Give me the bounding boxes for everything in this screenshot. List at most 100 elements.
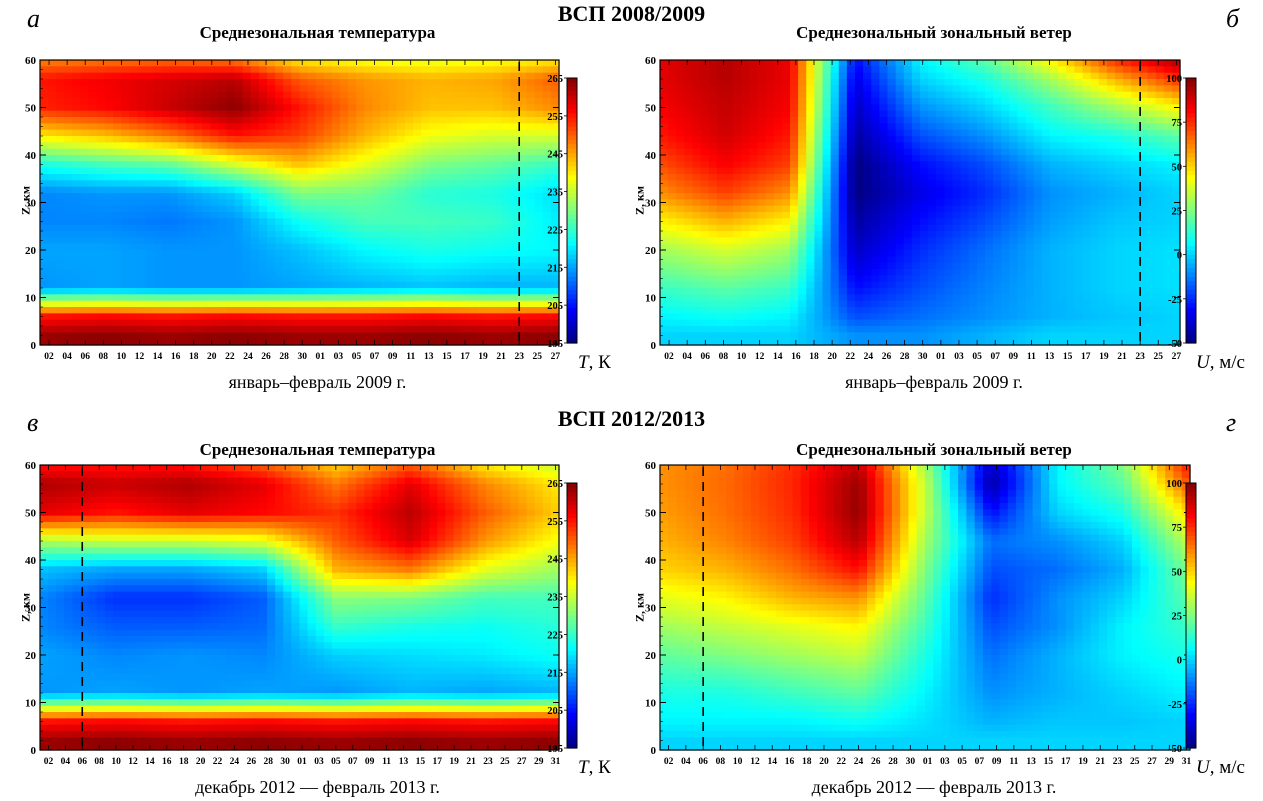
heatmap-cell bbox=[437, 98, 447, 105]
heatmap-cell bbox=[806, 231, 815, 238]
heatmap-cell bbox=[104, 186, 114, 194]
heatmap-cell bbox=[773, 85, 783, 93]
heatmap-cell bbox=[879, 294, 889, 302]
heatmap-cell bbox=[668, 155, 677, 162]
heatmap-cell bbox=[660, 269, 669, 276]
heatmap-cell bbox=[903, 326, 913, 333]
heatmap-cell bbox=[502, 262, 511, 270]
heatmap-cell bbox=[348, 288, 357, 295]
heatmap-cell bbox=[112, 72, 122, 80]
heatmap-cell bbox=[526, 161, 536, 169]
heatmap-cell bbox=[830, 142, 840, 150]
heatmap-cell bbox=[323, 123, 333, 131]
colorbar-b-unit: U, м/с bbox=[1196, 352, 1245, 373]
colorbar-tick-label: 265 bbox=[547, 74, 563, 85]
heatmap-cell bbox=[161, 218, 171, 226]
heatmap-cell bbox=[348, 136, 357, 143]
heatmap-cell bbox=[299, 136, 309, 143]
heatmap-cell bbox=[911, 85, 921, 93]
colorbar-segment bbox=[567, 338, 577, 344]
heatmap-cell bbox=[668, 136, 677, 143]
heatmap-cell bbox=[887, 60, 897, 67]
heatmap-cell bbox=[258, 256, 268, 264]
heatmap-cell bbox=[372, 167, 382, 175]
heatmap-cell bbox=[307, 275, 317, 283]
heatmap-cell bbox=[822, 269, 832, 276]
heatmap-cell bbox=[429, 98, 438, 105]
heatmap-cell bbox=[486, 123, 495, 131]
heatmap-cell bbox=[806, 288, 815, 295]
heatmap-cell bbox=[267, 186, 276, 194]
heatmap-cell bbox=[356, 104, 365, 112]
heatmap-cell bbox=[104, 148, 114, 156]
heatmap-cell bbox=[364, 281, 374, 289]
heatmap-cell bbox=[871, 161, 880, 169]
heatmap-cell bbox=[161, 180, 171, 188]
heatmap-cell bbox=[863, 142, 872, 150]
heatmap-cell bbox=[364, 123, 374, 131]
heatmap-cell bbox=[364, 332, 374, 340]
heatmap-cell bbox=[846, 332, 856, 340]
heatmap-cell bbox=[741, 117, 750, 124]
heatmap-cell bbox=[364, 186, 374, 194]
heatmap-cell bbox=[486, 110, 495, 118]
heatmap-cell bbox=[676, 167, 685, 175]
y-tick-label: 10 bbox=[25, 293, 37, 305]
heatmap-cell bbox=[299, 326, 309, 333]
heatmap-cell bbox=[928, 129, 937, 137]
heatmap-cell bbox=[700, 256, 710, 264]
heatmap-cell bbox=[692, 155, 702, 162]
heatmap-cell bbox=[502, 148, 511, 156]
heatmap-cell bbox=[137, 199, 147, 207]
heatmap-cell bbox=[790, 294, 799, 302]
heatmap-cell bbox=[88, 338, 98, 346]
heatmap-cell bbox=[863, 294, 872, 302]
heatmap-cell bbox=[356, 123, 365, 131]
heatmap-cell bbox=[331, 60, 341, 67]
heatmap-cell bbox=[502, 281, 511, 289]
heatmap-cell bbox=[985, 155, 994, 162]
colorbar-segment bbox=[567, 281, 577, 287]
heatmap-cell bbox=[976, 123, 986, 131]
heatmap-cell bbox=[356, 79, 365, 86]
heatmap-cell bbox=[161, 174, 171, 181]
heatmap-cell bbox=[708, 66, 718, 74]
heatmap-cell bbox=[526, 85, 536, 93]
heatmap-cell bbox=[822, 307, 832, 314]
heatmap-cell bbox=[668, 332, 677, 340]
heatmap-cell bbox=[194, 243, 203, 251]
heatmap-cell bbox=[234, 155, 244, 162]
heatmap-cell bbox=[234, 288, 244, 295]
heatmap-cell bbox=[911, 110, 921, 118]
heatmap-cell bbox=[453, 332, 463, 340]
heatmap-cell bbox=[838, 307, 848, 314]
x-tick-label: 03 bbox=[334, 352, 344, 362]
heatmap-cell bbox=[822, 193, 832, 200]
heatmap-cell bbox=[790, 167, 799, 175]
heatmap-cell bbox=[323, 288, 333, 295]
heatmap-cell bbox=[445, 307, 455, 314]
heatmap-cell bbox=[879, 326, 889, 333]
heatmap-cell bbox=[814, 262, 824, 270]
heatmap-cell bbox=[846, 180, 856, 188]
heatmap-cell bbox=[291, 180, 301, 188]
heatmap-cell bbox=[960, 117, 970, 124]
heatmap-cell bbox=[830, 110, 840, 118]
heatmap-cell bbox=[814, 174, 824, 181]
heatmap-cell bbox=[461, 136, 471, 143]
heatmap-cell bbox=[725, 243, 734, 251]
heatmap-cell bbox=[404, 205, 414, 213]
heatmap-cell bbox=[469, 110, 479, 118]
heatmap-cell bbox=[518, 110, 528, 118]
heatmap-cell bbox=[299, 180, 309, 188]
heatmap-cell bbox=[64, 66, 74, 74]
heatmap-cell bbox=[765, 269, 775, 276]
heatmap-cell bbox=[307, 218, 317, 226]
heatmap-cell bbox=[757, 85, 767, 93]
x-tick-label: 17 bbox=[460, 352, 470, 362]
heatmap-cell bbox=[169, 60, 179, 67]
heatmap-cell bbox=[348, 129, 357, 137]
heatmap-cell bbox=[121, 269, 130, 276]
heatmap-cell bbox=[936, 72, 945, 80]
heatmap-cell bbox=[177, 123, 187, 131]
